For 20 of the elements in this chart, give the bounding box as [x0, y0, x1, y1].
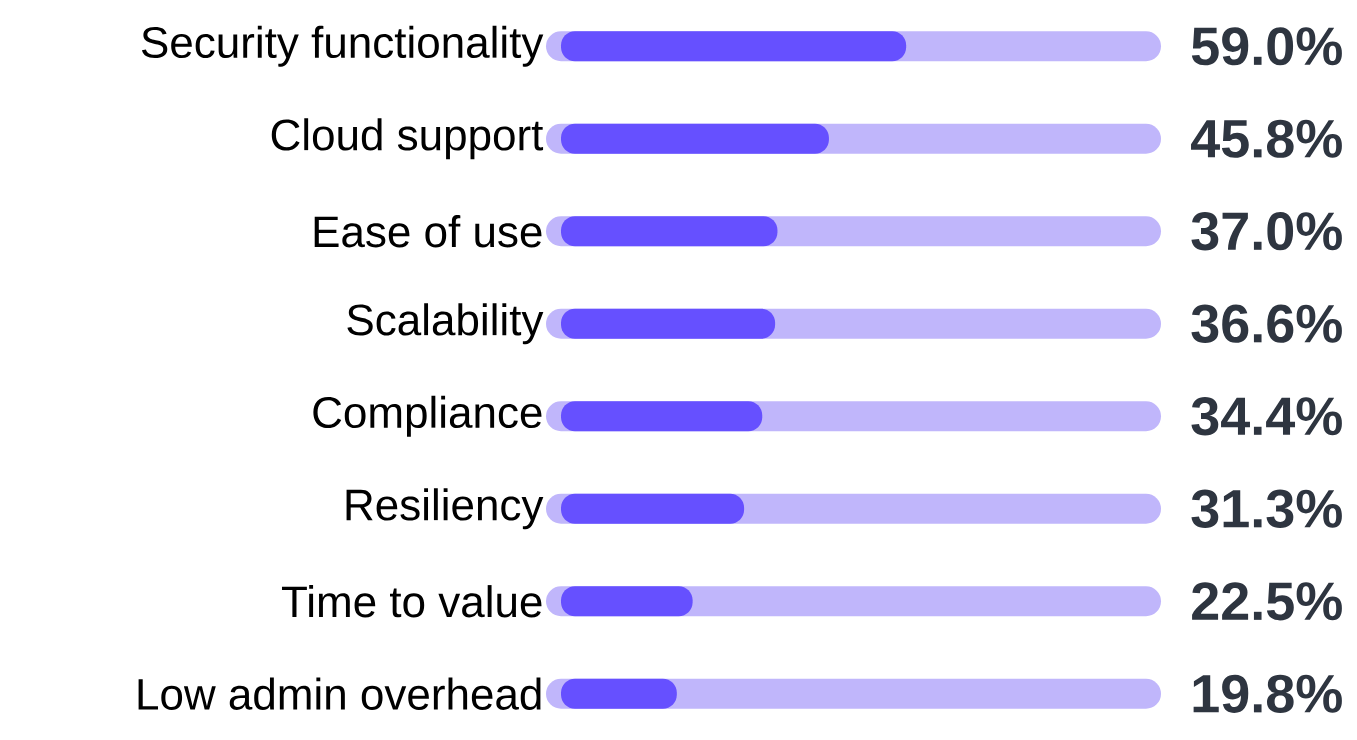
data-label: 59.0% [1191, 27, 1342, 66]
bar [561, 678, 677, 709]
data-label: 45.8% [1191, 119, 1342, 158]
y-tick-label: Ease of use [314, 215, 542, 248]
y-tick-label: Resiliency [346, 488, 544, 530]
bar [561, 401, 763, 432]
y-tick-label: Scalability [347, 303, 544, 345]
data-label: 22.5% [1192, 582, 1342, 621]
data-label: 19.8% [1193, 674, 1342, 713]
data-label: 31.3% [1191, 489, 1342, 528]
y-tick-label: Time to value [281, 585, 542, 618]
bar [561, 586, 693, 617]
y-tick-label: Compliance [313, 395, 542, 437]
bar [561, 493, 745, 524]
y-tick-label: Security functionality [141, 25, 544, 67]
data-label: 36.6% [1191, 304, 1342, 343]
data-label: 37.0% [1191, 212, 1342, 251]
y-tick-label: Low admin overhead [138, 677, 541, 710]
data-label: 34.4% [1191, 397, 1342, 436]
y-tick-label: Cloud support [271, 118, 544, 160]
